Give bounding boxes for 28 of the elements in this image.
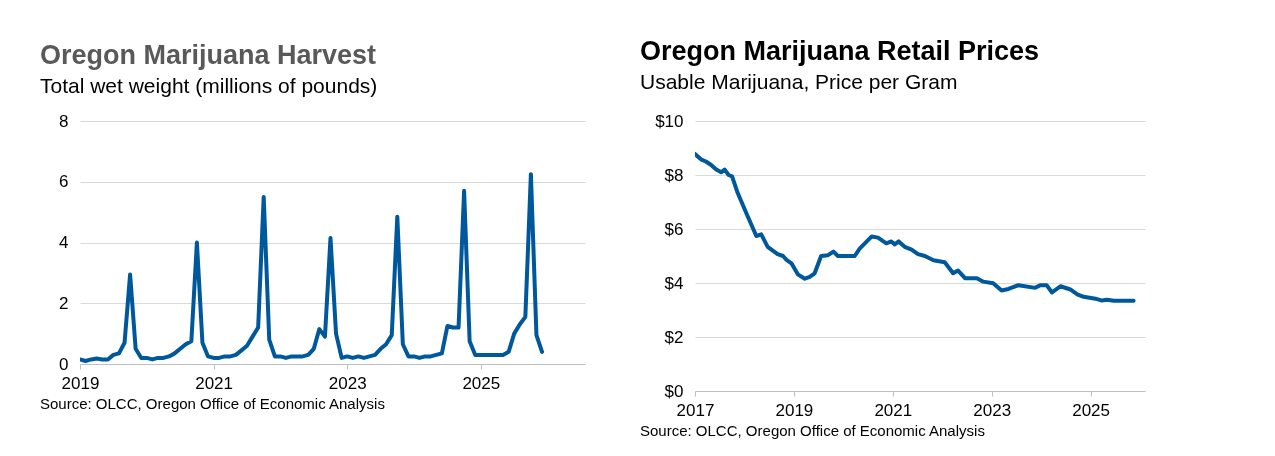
y-tick-label: 8 [59, 111, 69, 131]
y-tick-label: 2 [59, 293, 69, 313]
chart-title: Oregon Marijuana Retail Prices [640, 36, 1040, 66]
x-tick-label: 2019 [61, 373, 100, 393]
x-tick-label: 2025 [1072, 400, 1111, 420]
x-tick-label: 2017 [676, 400, 715, 420]
x-tick-label: 2021 [195, 373, 234, 393]
x-tick-label: 2023 [328, 373, 367, 393]
y-tick-label: $0 [664, 381, 684, 401]
y-tick-label: $2 [664, 327, 684, 347]
chart-subtitle: Total wet weight (millions of pounds) [40, 74, 378, 97]
y-tick-label: $4 [664, 273, 684, 293]
y-tick-label: $10 [655, 111, 684, 131]
line-series [695, 151, 1136, 303]
line-series [80, 172, 545, 363]
x-tick-label: 2025 [462, 373, 501, 393]
source-note: Source: OLCC, Oregon Office of Economic Analysis [640, 422, 985, 439]
y-tick-label: $6 [664, 219, 684, 239]
y-tick-label: 4 [59, 233, 69, 252]
source-note: Source: OLCC, Oregon Office of Economic Analysis [40, 395, 385, 412]
y-tick-label: 0 [59, 354, 69, 374]
x-tick-label: 2021 [874, 400, 913, 420]
chart-subtitle: Usable Marijuana, Price per Gram [640, 70, 958, 93]
x-tick-label: 2023 [973, 400, 1012, 420]
y-tick-label: $8 [664, 165, 684, 185]
y-tick-label: 6 [59, 172, 69, 192]
chart-title: Oregon Marijuana Harvest [40, 40, 377, 70]
x-tick-label: 2019 [775, 400, 814, 420]
